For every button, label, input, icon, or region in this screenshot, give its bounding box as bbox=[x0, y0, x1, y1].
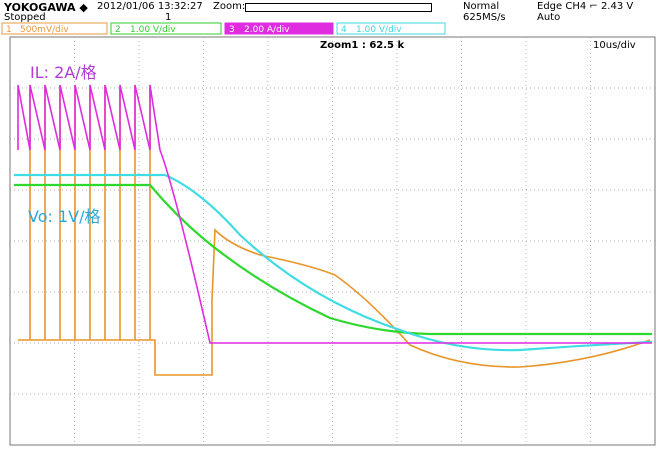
ch3-number: 3 bbox=[229, 25, 235, 35]
acq-count: 1 bbox=[165, 12, 172, 23]
timebase: 10us/div bbox=[593, 40, 636, 51]
graticule bbox=[10, 37, 655, 445]
ch3-scale: 2.00 A/div bbox=[244, 25, 290, 35]
zoom-factor: Zoom1 : 62.5 k bbox=[320, 40, 404, 51]
ch2-number: 2 bbox=[115, 25, 121, 35]
ch4-number: 4 bbox=[341, 25, 347, 35]
ch4-scale: 1.00 V/div bbox=[356, 25, 402, 35]
ch2-box bbox=[110, 22, 222, 35]
trace-orange bbox=[18, 85, 651, 376]
datetime: 2012/01/06 13:32:27 bbox=[97, 1, 203, 12]
brand: YOKOGAWA ◆ bbox=[4, 1, 88, 14]
ch1-box bbox=[1, 22, 108, 35]
trigger: Edge CH4 ⌐ 2.43 V bbox=[537, 1, 634, 12]
sample-rate: 625MS/s bbox=[463, 12, 506, 23]
mode: Normal bbox=[463, 1, 500, 12]
trigger-mode: Auto bbox=[537, 12, 561, 23]
ch2-scale: 1.00 V/div bbox=[130, 25, 176, 35]
ch1-scale: 500mV/div bbox=[20, 25, 69, 35]
ch1-number: 1 bbox=[6, 25, 12, 35]
trace-green bbox=[14, 183, 652, 336]
ch3-box bbox=[224, 22, 334, 35]
zoom-bar bbox=[245, 3, 432, 12]
zoom-label: Zoom: bbox=[213, 1, 246, 12]
il-label: IL: 2A/格 bbox=[30, 63, 97, 82]
trace-cyan bbox=[14, 173, 653, 352]
ch4-box bbox=[336, 22, 446, 35]
trace-magenta bbox=[17, 84, 652, 344]
status: Stopped bbox=[4, 12, 46, 23]
vo-label: Vo: 1V/格 bbox=[28, 207, 101, 226]
